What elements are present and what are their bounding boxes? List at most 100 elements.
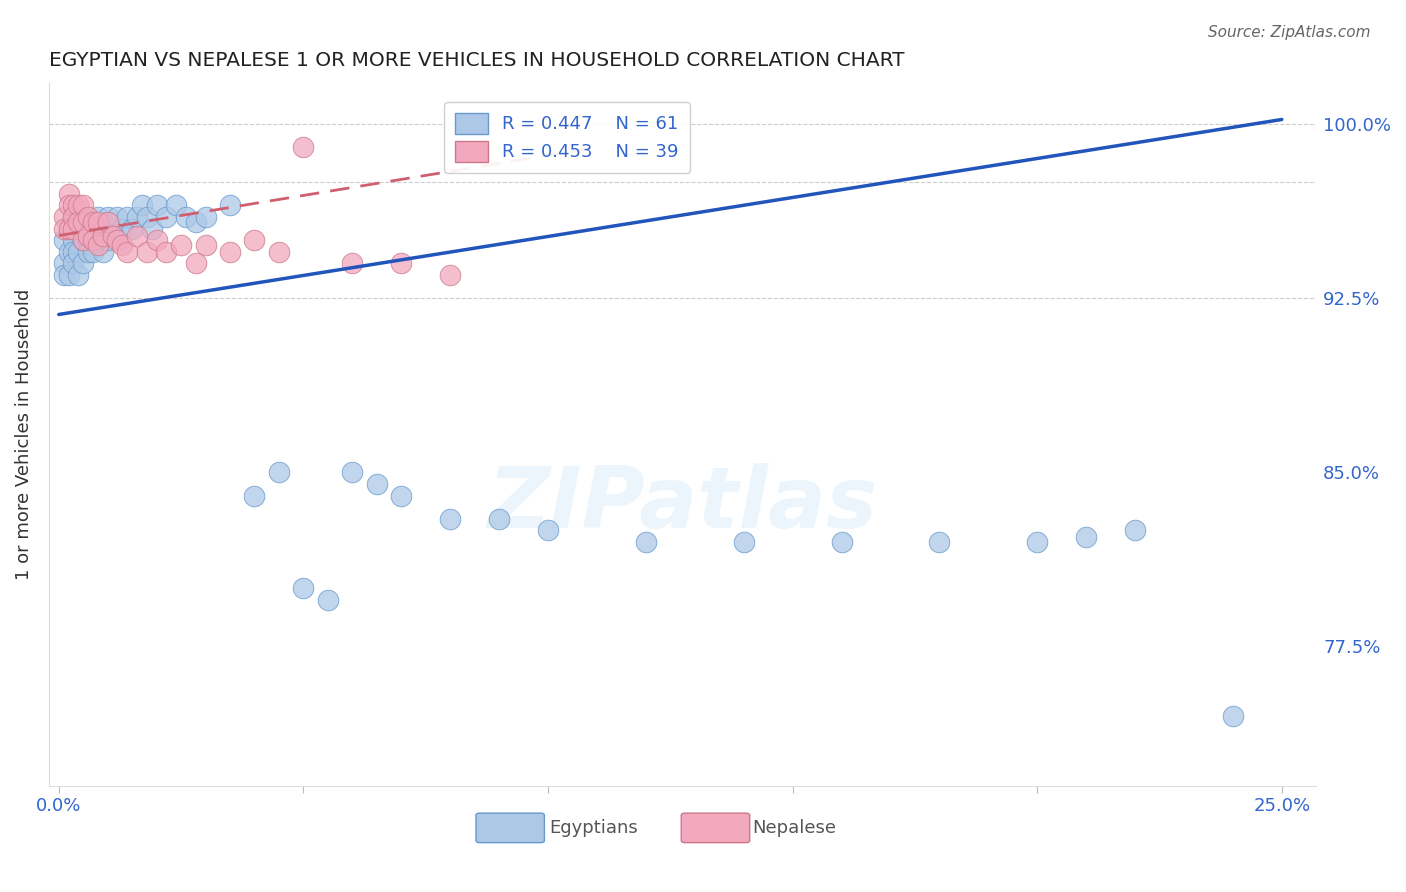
Point: [121, 221, 143, 235]
Point: [366, 477, 388, 491]
Point: [91, 228, 114, 243]
Point: [292, 140, 315, 154]
Point: [131, 198, 153, 212]
Point: [107, 210, 129, 224]
Point: [87, 214, 110, 228]
Point: [58, 268, 80, 282]
Point: [97, 233, 120, 247]
Point: [1074, 530, 1097, 544]
Point: [77, 244, 100, 259]
Point: [77, 221, 100, 235]
Point: [97, 214, 120, 228]
Point: [62, 221, 84, 235]
Point: [125, 210, 148, 224]
Point: [62, 210, 84, 224]
Point: [155, 210, 177, 224]
Point: [77, 233, 100, 247]
Point: [62, 256, 84, 270]
Point: [111, 221, 134, 235]
Point: [72, 198, 94, 212]
Point: [72, 233, 94, 247]
Point: [58, 198, 80, 212]
Point: [342, 256, 364, 270]
Point: [389, 489, 412, 503]
Point: [125, 228, 148, 243]
Point: [52, 268, 75, 282]
Point: [141, 221, 163, 235]
Point: [439, 268, 461, 282]
Point: [107, 233, 129, 247]
Point: [928, 535, 950, 549]
Point: [267, 244, 290, 259]
Point: [488, 512, 510, 526]
Point: [165, 198, 187, 212]
Point: [316, 593, 339, 607]
Point: [733, 535, 755, 549]
Point: [634, 535, 657, 549]
Point: [97, 210, 120, 224]
FancyBboxPatch shape: [477, 814, 544, 843]
Point: [145, 233, 167, 247]
Point: [91, 244, 114, 259]
Point: [62, 244, 84, 259]
Point: [155, 244, 177, 259]
Point: [1026, 535, 1049, 549]
Point: [62, 210, 84, 224]
Point: [58, 186, 80, 201]
Point: [219, 198, 242, 212]
Point: [52, 221, 75, 235]
Point: [135, 244, 157, 259]
Point: [82, 244, 104, 259]
Point: [1222, 709, 1244, 723]
Point: [439, 512, 461, 526]
Point: [87, 210, 110, 224]
Point: [1123, 524, 1146, 538]
Point: [62, 198, 84, 212]
Point: [72, 210, 94, 224]
Point: [62, 233, 84, 247]
Point: [72, 233, 94, 247]
Point: [82, 221, 104, 235]
Point: [77, 210, 100, 224]
Point: [135, 210, 157, 224]
Point: [58, 221, 80, 235]
Point: [67, 268, 90, 282]
Point: [58, 221, 80, 235]
Text: Egyptians: Egyptians: [550, 819, 638, 837]
Point: [91, 221, 114, 235]
Point: [117, 244, 139, 259]
Text: EGYPTIAN VS NEPALESE 1 OR MORE VEHICLES IN HOUSEHOLD CORRELATION CHART: EGYPTIAN VS NEPALESE 1 OR MORE VEHICLES …: [49, 51, 904, 70]
Point: [101, 221, 124, 235]
Point: [77, 228, 100, 243]
Text: ZIPatlas: ZIPatlas: [488, 463, 877, 546]
Point: [82, 233, 104, 247]
Point: [72, 256, 94, 270]
Point: [537, 524, 560, 538]
Point: [267, 466, 290, 480]
Point: [145, 198, 167, 212]
Point: [111, 237, 134, 252]
Point: [184, 256, 207, 270]
Point: [389, 256, 412, 270]
Point: [87, 237, 110, 252]
Point: [72, 214, 94, 228]
Text: Source: ZipAtlas.com: Source: ZipAtlas.com: [1208, 25, 1371, 40]
Point: [52, 233, 75, 247]
Point: [58, 244, 80, 259]
Point: [101, 228, 124, 243]
Y-axis label: 1 or more Vehicles in Household: 1 or more Vehicles in Household: [15, 288, 32, 580]
Point: [342, 466, 364, 480]
Point: [292, 582, 315, 596]
FancyBboxPatch shape: [682, 814, 749, 843]
Legend: R = 0.447    N = 61, R = 0.453    N = 39: R = 0.447 N = 61, R = 0.453 N = 39: [444, 102, 689, 172]
Point: [67, 198, 90, 212]
Point: [243, 489, 266, 503]
Point: [52, 210, 75, 224]
Text: Nepalese: Nepalese: [752, 819, 837, 837]
Point: [117, 210, 139, 224]
Point: [184, 214, 207, 228]
Point: [87, 233, 110, 247]
Point: [67, 221, 90, 235]
Point: [52, 256, 75, 270]
Point: [194, 237, 217, 252]
